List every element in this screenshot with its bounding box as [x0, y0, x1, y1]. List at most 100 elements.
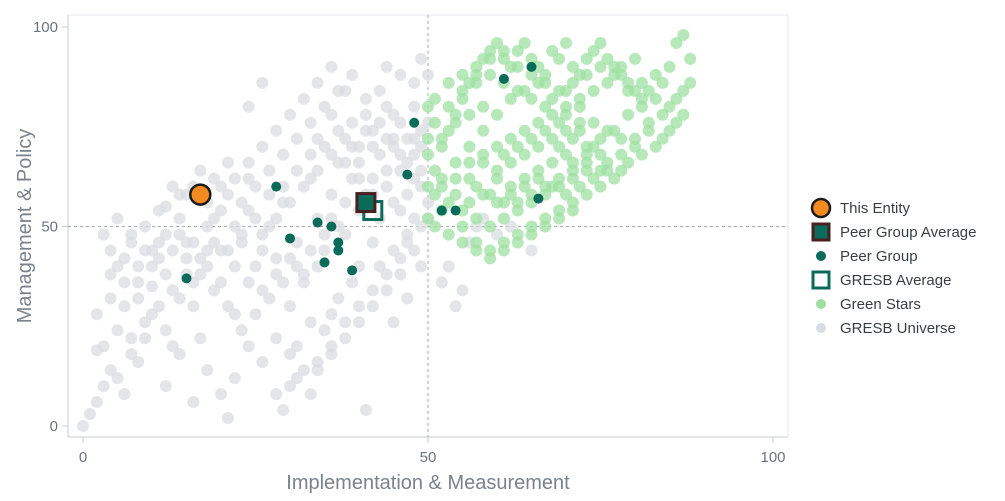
green-stars-point: [587, 44, 600, 57]
green-stars-point: [532, 116, 545, 129]
gresb-universe-point: [290, 164, 303, 177]
gresb-universe-point: [277, 404, 290, 417]
gresb-universe-point: [159, 324, 172, 337]
green-stars-point: [560, 100, 572, 113]
green-stars-point: [580, 68, 593, 81]
x-tick-label: 100: [760, 449, 785, 466]
green-stars-point: [684, 76, 697, 89]
gresb-universe-point: [215, 204, 227, 217]
gresb-universe-point: [221, 156, 234, 169]
gresb-universe-point: [353, 316, 365, 329]
gresb-universe-point: [146, 280, 158, 293]
green-stars-point: [587, 172, 600, 185]
gresb-universe-point: [139, 220, 152, 233]
green-stars-point: [656, 108, 669, 121]
gresb-universe-point: [194, 332, 207, 345]
green-stars-point: [635, 148, 648, 161]
gresb-universe-point: [408, 212, 421, 225]
legend-item-gresb-universe: GRESB Universe: [808, 316, 1003, 340]
green-stars-point: [484, 188, 497, 201]
gresb-universe-point: [228, 372, 241, 385]
gresb-universe-point: [353, 140, 365, 153]
gresb-universe-point: [359, 404, 372, 417]
gresb-universe-point: [380, 100, 393, 113]
green-stars-point: [449, 172, 462, 185]
green-stars-point: [580, 156, 593, 169]
green-stars-point: [649, 92, 662, 105]
gresb-universe-point: [194, 164, 207, 177]
gresb-universe-point: [304, 172, 317, 185]
peer-group-legend-symbol: [816, 251, 826, 261]
gresb-universe-point: [97, 228, 110, 241]
green-stars-point: [539, 220, 552, 233]
gresb-universe-point: [270, 332, 283, 345]
gresb-universe-point: [152, 252, 165, 265]
gresb-universe-point: [449, 300, 462, 313]
peer-group-average-legend-marker: [808, 220, 834, 244]
green-stars-point: [532, 172, 545, 185]
gresb-universe-point: [139, 244, 152, 257]
gresb-universe-point: [422, 196, 434, 209]
green-stars-point: [456, 236, 469, 249]
green-stars-point: [560, 124, 572, 137]
gresb-universe-point: [194, 252, 207, 265]
data-points: [77, 28, 697, 432]
green-stars-point: [546, 44, 559, 57]
gresb-universe-point: [118, 388, 131, 401]
gresb-universe-point: [187, 396, 200, 409]
green-stars-point: [518, 148, 531, 161]
gresb-universe-point: [111, 372, 124, 385]
green-stars-point: [463, 108, 476, 121]
gresb-universe-point: [304, 244, 317, 257]
green-stars-point: [435, 132, 448, 145]
legend-label: Peer Group: [840, 247, 918, 265]
y-tick-label: 50: [41, 219, 58, 236]
gresb-universe-point: [263, 188, 276, 201]
gresb-universe-point: [194, 268, 207, 281]
gresb-universe-point: [125, 228, 138, 241]
gresb-universe-point: [208, 236, 221, 249]
gresb-universe-point: [415, 220, 428, 233]
gresb-universe-point: [270, 212, 283, 225]
peer-group-point: [285, 233, 295, 244]
green-stars-point: [677, 28, 690, 41]
gresb-universe-point: [456, 284, 469, 297]
gresb-universe-point: [325, 348, 338, 361]
gresb-universe-point: [318, 244, 331, 257]
gresb-universe-point: [359, 108, 372, 121]
gresb-universe-point: [380, 268, 393, 281]
green-stars-point: [511, 60, 524, 73]
gresb-universe-legend-icon: [816, 323, 826, 333]
gresb-universe-point: [339, 316, 352, 329]
gresb-universe-point: [353, 172, 365, 185]
legend-label: Peer Group Average: [840, 223, 977, 241]
gresb-universe-point: [228, 220, 241, 233]
green-stars-point: [546, 108, 559, 121]
y-axis-title: Management & Policy: [14, 129, 36, 324]
gresb-universe-point: [339, 196, 352, 209]
gresb-universe-point: [401, 292, 414, 305]
gresb-universe-point: [263, 220, 276, 233]
gresb-universe-point: [366, 300, 379, 313]
this-entity-legend-icon: [810, 197, 832, 219]
legend-label: This Entity: [840, 199, 911, 217]
green-stars-point: [422, 180, 434, 193]
green-stars-point: [491, 36, 503, 49]
axis-ticks: 0 50 100 0 50 100: [33, 19, 786, 466]
gresb-universe-point: [249, 212, 262, 225]
peer-group-legend-marker: [808, 244, 834, 268]
gresb-universe-point: [339, 132, 352, 145]
green-stars-point: [649, 140, 662, 153]
green-stars-point: [484, 220, 497, 233]
gresb-universe-point: [346, 68, 359, 81]
gresb-universe-point: [235, 324, 248, 337]
gresb-universe-point: [201, 244, 214, 257]
green-stars-point: [422, 148, 434, 161]
gresb-universe-point: [401, 156, 414, 169]
gresb-universe-point: [201, 260, 214, 273]
legend-item-green-stars: Green Stars: [808, 292, 1003, 316]
gresb-universe-point: [442, 260, 455, 273]
gresb-universe-point: [201, 364, 214, 377]
green-stars-point: [566, 132, 579, 145]
green-stars-point: [525, 132, 538, 145]
